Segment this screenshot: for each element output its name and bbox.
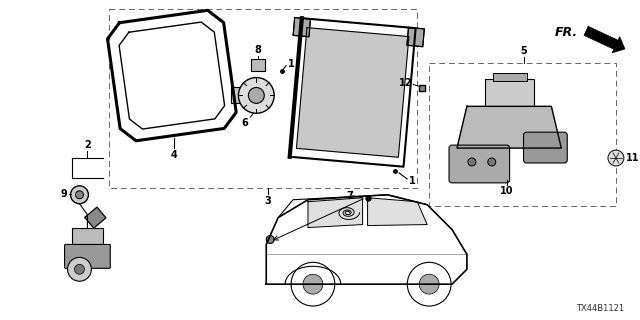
FancyBboxPatch shape (65, 244, 110, 268)
Text: 5: 5 (520, 46, 527, 56)
Polygon shape (367, 198, 427, 226)
Circle shape (291, 262, 335, 306)
Text: 3: 3 (265, 196, 271, 206)
FancyBboxPatch shape (524, 132, 567, 163)
Circle shape (76, 191, 83, 199)
Bar (232, 87, 243, 103)
Polygon shape (296, 28, 409, 157)
Polygon shape (457, 106, 561, 148)
Circle shape (488, 158, 496, 166)
Bar (484, 78, 534, 106)
Circle shape (419, 274, 439, 294)
Bar (493, 73, 527, 81)
Text: 10: 10 (500, 186, 513, 196)
FancyArrow shape (584, 26, 625, 53)
Bar (252, 59, 265, 71)
Circle shape (608, 150, 624, 166)
Polygon shape (85, 207, 106, 228)
Circle shape (239, 77, 274, 113)
Polygon shape (266, 195, 467, 284)
Text: 11: 11 (626, 153, 639, 163)
Bar (72, 228, 103, 245)
Text: 9: 9 (61, 189, 68, 199)
Text: 6: 6 (241, 118, 248, 128)
Text: 2: 2 (84, 140, 91, 150)
Circle shape (468, 158, 476, 166)
Text: 12: 12 (399, 77, 412, 87)
Bar (429, 63, 616, 206)
Text: FR.: FR. (555, 26, 578, 39)
Circle shape (70, 186, 88, 204)
Text: 8: 8 (255, 45, 262, 55)
Circle shape (303, 274, 323, 294)
Text: TX44B1121: TX44B1121 (576, 304, 624, 313)
Circle shape (407, 262, 451, 306)
FancyBboxPatch shape (449, 145, 509, 183)
Polygon shape (308, 198, 363, 228)
Bar (109, 9, 417, 188)
Circle shape (266, 236, 274, 244)
Text: 1: 1 (409, 176, 416, 186)
Circle shape (68, 257, 92, 281)
Circle shape (74, 264, 84, 274)
Polygon shape (407, 28, 424, 47)
Polygon shape (293, 18, 310, 37)
Text: 4: 4 (170, 150, 177, 160)
Text: 7: 7 (346, 191, 353, 201)
Text: 1: 1 (288, 59, 295, 68)
Circle shape (248, 87, 264, 103)
